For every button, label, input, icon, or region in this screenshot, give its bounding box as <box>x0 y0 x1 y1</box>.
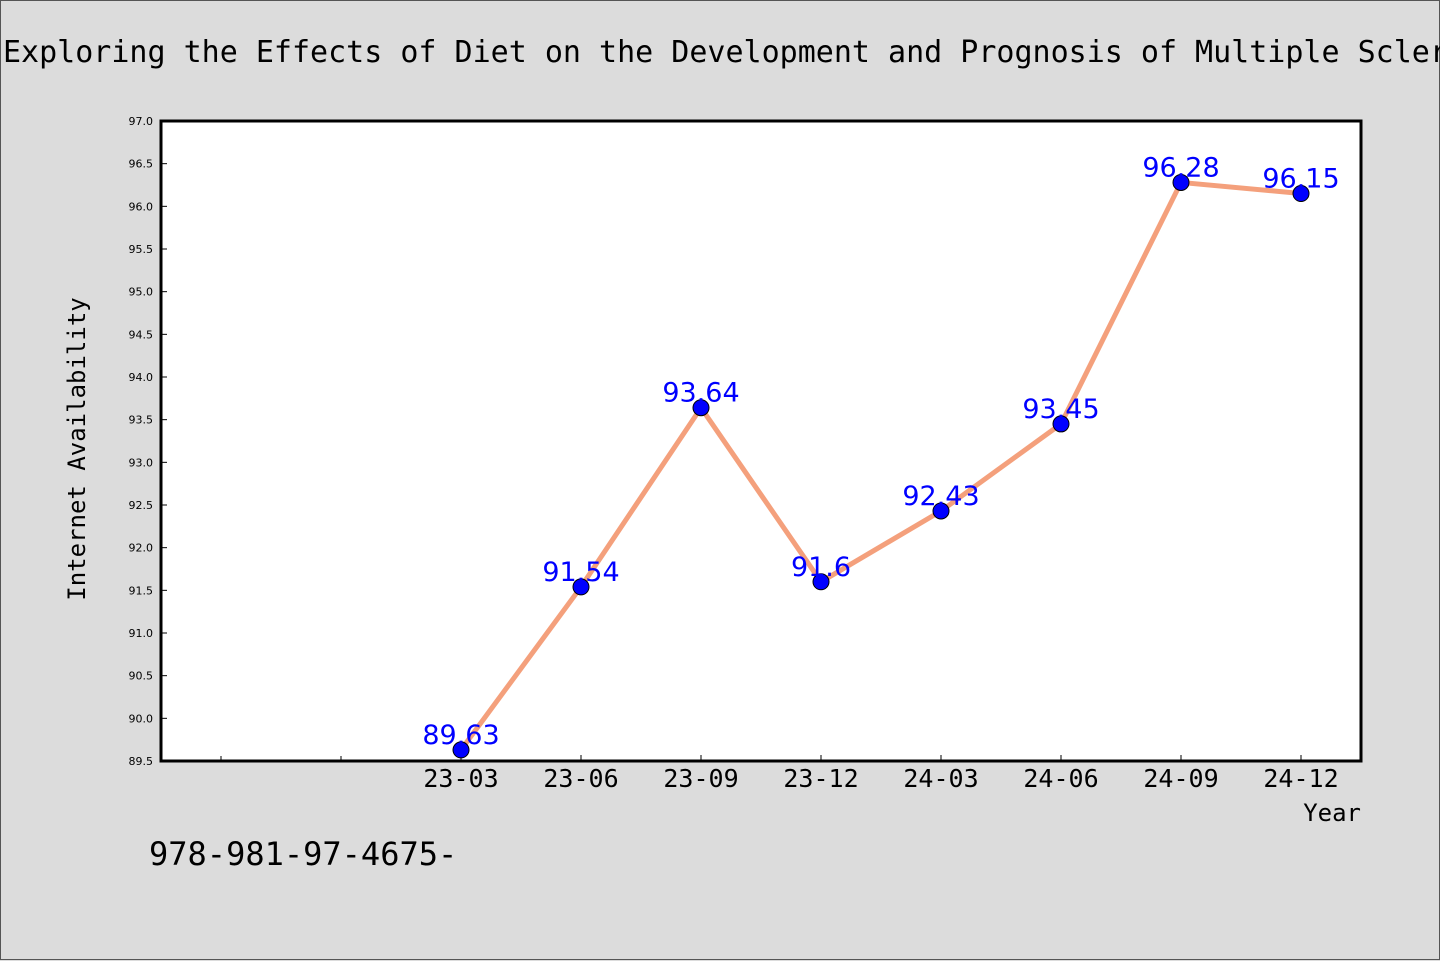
y-tick-label: 96.5 <box>129 158 154 171</box>
data-point <box>1172 173 1190 191</box>
plot-area <box>159 119 1363 763</box>
y-tick-label: 94.0 <box>129 371 154 384</box>
x-tick-label: 24-09 <box>1143 764 1218 793</box>
y-tick-label: 89.5 <box>129 755 154 768</box>
data-label: 91.6 <box>791 552 851 583</box>
x-axis-label: Year <box>1303 799 1361 827</box>
x-tick-label: 24-06 <box>1023 764 1098 793</box>
y-tick-label: 93.0 <box>129 456 154 469</box>
data-point <box>932 502 950 520</box>
y-tick-label: 94.5 <box>129 328 154 341</box>
y-tick-label: 95.5 <box>129 243 154 256</box>
data-label: 96.28 <box>1142 152 1219 183</box>
x-axis: 23-03 23-06 23-09 23-12 24-03 24-06 24-09 24-12 <box>220 755 1339 793</box>
y-tick-label: 97.0 <box>129 115 154 128</box>
y-tick-label: 90.5 <box>129 670 154 683</box>
data-point <box>1292 185 1310 203</box>
data-label: 89.63 <box>422 720 499 751</box>
y-tick-label: 93.5 <box>129 414 154 427</box>
data-point <box>692 399 710 417</box>
x-tick-label: 23-09 <box>663 764 738 793</box>
y-tick-label: 91.5 <box>129 584 154 597</box>
y-tick-label: 92.5 <box>129 499 154 512</box>
series-line-group <box>452 173 1310 759</box>
y-tick-label: 90.0 <box>129 712 154 725</box>
data-label-group: 89.63 91.54 93.64 91.6 92.43 93.45 96.28 96.15 <box>422 152 1339 750</box>
data-label: 93.45 <box>1022 394 1099 425</box>
series-line <box>458 179 1302 752</box>
y-tick-label: 92.0 <box>129 542 154 555</box>
y-axis: 89.5 90.0 90.5 91.0 91.5 92.0 92.5 93.0 93.5 94.0… <box>129 115 167 768</box>
chart-title: Exploring the Effects of Diet on the Dev… <box>3 35 1440 70</box>
x-tick-label: 24-03 <box>903 764 978 793</box>
data-label: 91.54 <box>542 557 619 588</box>
data-point <box>812 573 830 591</box>
data-label: 96.15 <box>1262 164 1339 195</box>
x-tick-label: 23-03 <box>423 764 498 793</box>
y-tick-label: 91.0 <box>129 627 154 640</box>
y-axis-label: Internet Availability <box>63 297 91 600</box>
data-point <box>1052 415 1070 433</box>
data-label: 92.43 <box>902 481 979 512</box>
x-tick-label: 23-06 <box>543 764 618 793</box>
y-tick-label: 95.0 <box>129 286 154 299</box>
data-point <box>452 741 470 759</box>
x-tick-label: 24-12 <box>1263 764 1338 793</box>
footnote-isbn: 978-981-97-4675- <box>149 835 458 873</box>
data-label: 93.64 <box>662 378 739 409</box>
x-tick-label: 23-12 <box>783 764 858 793</box>
data-point <box>572 578 590 596</box>
y-tick-label: 96.0 <box>129 200 154 213</box>
